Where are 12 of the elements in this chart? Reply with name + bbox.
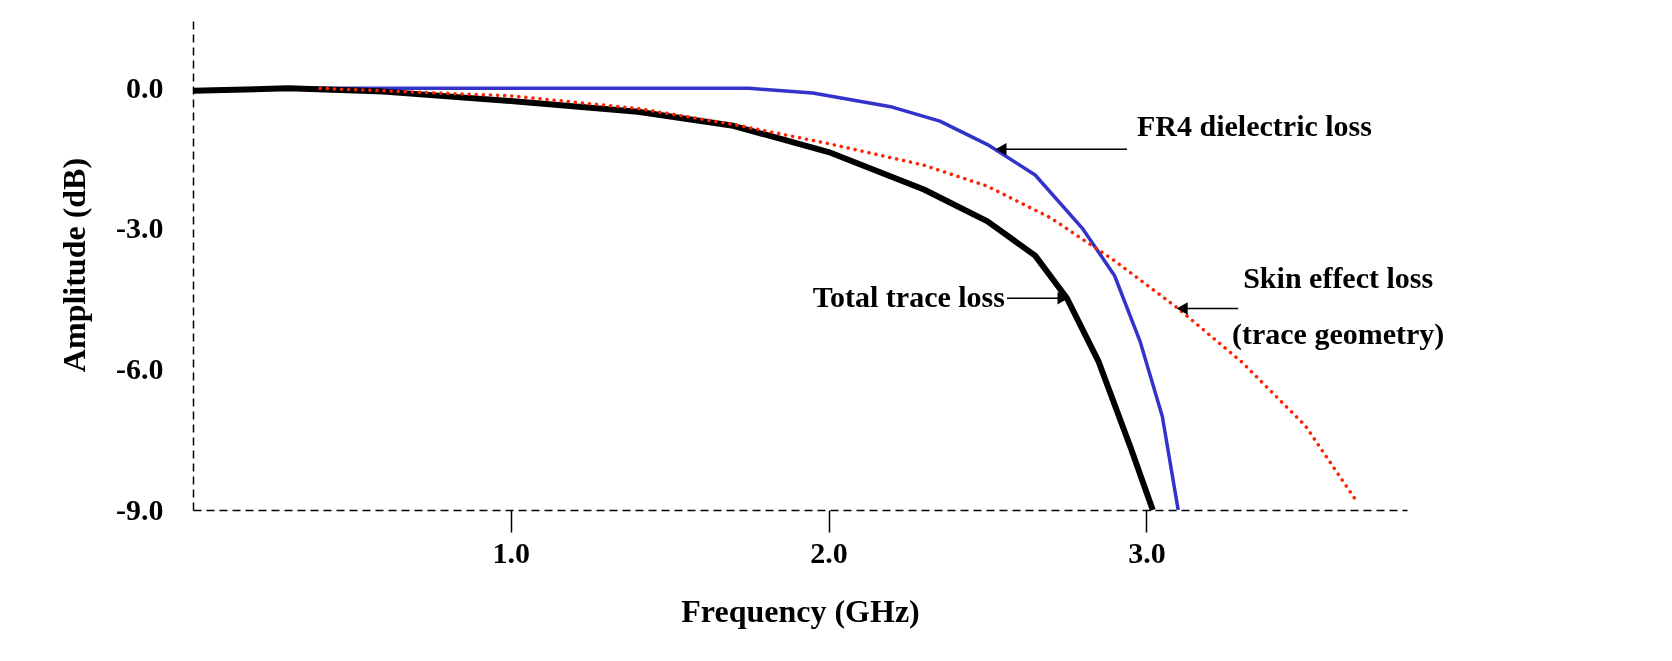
annotation: Skin effect loss (trace geometry): [1232, 260, 1445, 351]
x-tick-label: 2.0: [810, 535, 848, 569]
x-tick-label: 1.0: [492, 535, 531, 569]
x-tick-label: 3.0: [1128, 535, 1166, 569]
y-tick-label: -9.0: [116, 492, 164, 526]
x-axis-title: Frequency (GHz): [681, 592, 920, 629]
y-tick-label: 0.0: [126, 70, 164, 104]
y-tick-label: -6.0: [116, 351, 164, 385]
annotation: FR4 dielectric loss: [1137, 109, 1372, 143]
y-axis-title: Amplitude (dB): [56, 157, 93, 373]
annotation: Total trace loss: [812, 280, 1005, 314]
y-tick-label: -3.0: [116, 211, 164, 245]
